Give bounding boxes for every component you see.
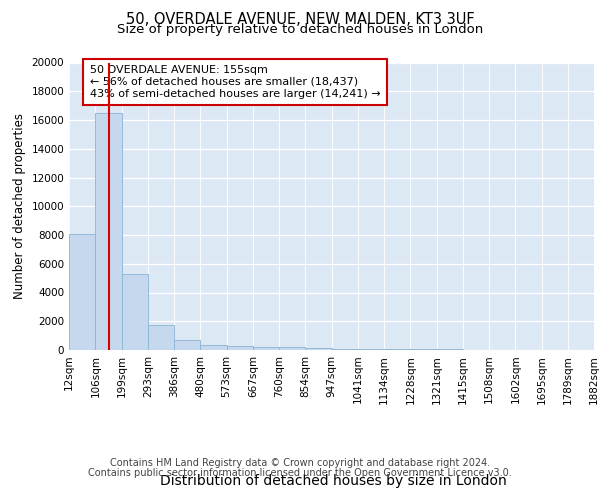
Bar [384, 349, 410, 350]
Text: Distribution of detached houses by size in London: Distribution of detached houses by size … [160, 474, 506, 488]
Bar [148, 325, 174, 350]
Text: 50 OVERDALE AVENUE: 155sqm
← 56% of detached houses are smaller (18,437)
43% of : 50 OVERDALE AVENUE: 155sqm ← 56% of deta… [90, 66, 380, 98]
Text: Size of property relative to detached houses in London: Size of property relative to detached ho… [117, 22, 483, 36]
Y-axis label: Number of detached properties: Number of detached properties [13, 114, 26, 299]
Bar [69, 234, 95, 350]
Bar [279, 348, 305, 350]
Text: Contains HM Land Registry data © Crown copyright and database right 2024.: Contains HM Land Registry data © Crown c… [110, 458, 490, 468]
Bar [95, 113, 121, 350]
Bar [174, 340, 200, 350]
Bar [305, 348, 331, 350]
Bar [200, 346, 227, 350]
Bar [227, 346, 253, 350]
Bar [331, 348, 358, 350]
Bar [253, 347, 279, 350]
Text: Contains public sector information licensed under the Open Government Licence v3: Contains public sector information licen… [88, 468, 512, 477]
Bar [121, 274, 148, 350]
Bar [358, 349, 384, 350]
Text: 50, OVERDALE AVENUE, NEW MALDEN, KT3 3UF: 50, OVERDALE AVENUE, NEW MALDEN, KT3 3UF [125, 12, 475, 28]
